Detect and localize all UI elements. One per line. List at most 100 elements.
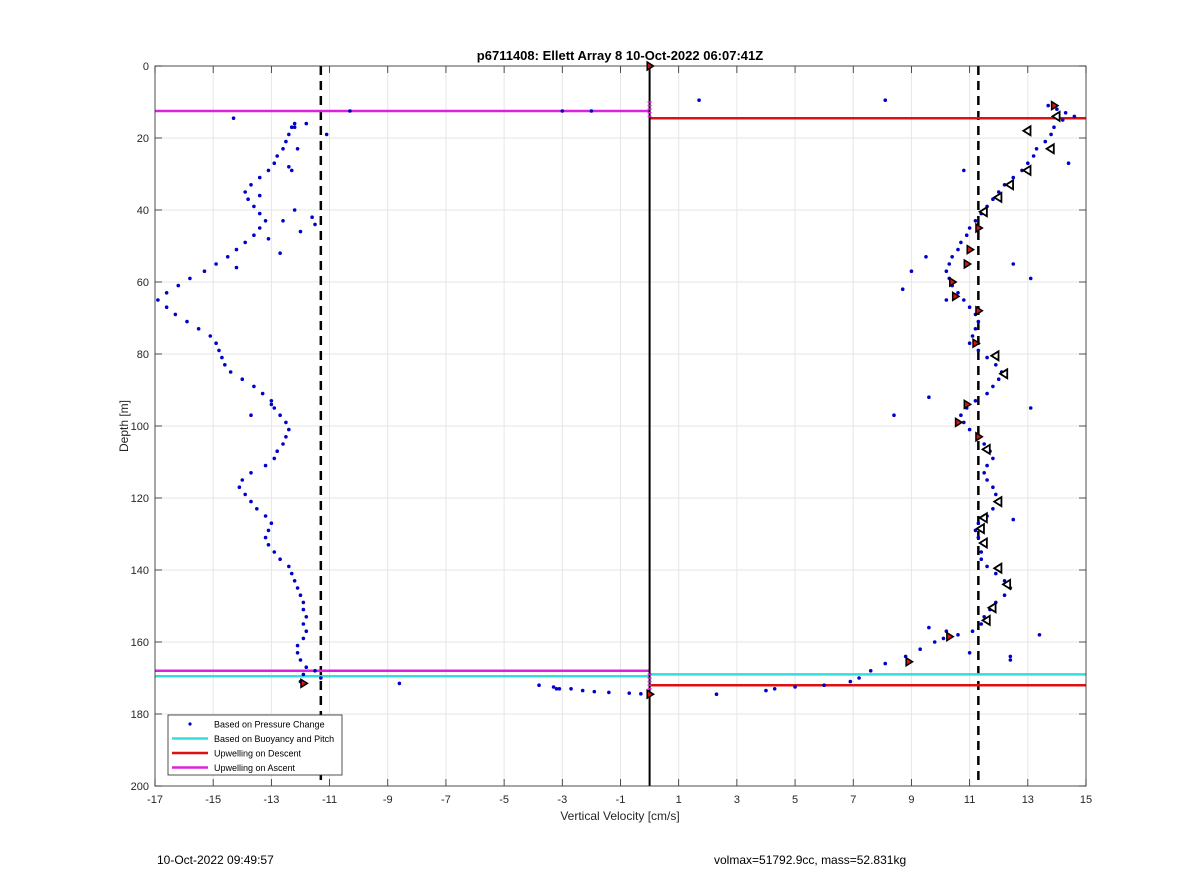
ascent-point <box>228 370 233 374</box>
footer-timestamp: 10-Oct-2022 09:49:57 <box>157 853 274 867</box>
ascent-point <box>304 629 309 633</box>
ascent-point <box>214 262 218 266</box>
buoyancy-marker-filled <box>300 678 309 689</box>
descent-point <box>991 197 995 201</box>
descent-point <box>1011 262 1016 266</box>
descent-point <box>1002 593 1007 597</box>
descent-point <box>970 334 975 338</box>
buoyancy-marker-filled <box>975 431 984 443</box>
ascent-point <box>278 413 282 418</box>
buoyancy-marker-open <box>989 349 1000 362</box>
ascent-point <box>240 377 245 382</box>
descent-point <box>714 692 719 696</box>
descent-point <box>976 521 981 525</box>
x-tick-label: 15 <box>1080 794 1092 806</box>
buoyancy-marker-filled <box>1050 100 1060 111</box>
ascent-point <box>272 406 277 410</box>
descent-point <box>1008 654 1013 659</box>
ascent-point <box>249 471 253 475</box>
descent-point <box>1049 132 1053 137</box>
buoyancy-marker-open <box>1004 178 1014 191</box>
ascent-point <box>278 557 282 561</box>
ascent-point <box>156 298 160 302</box>
ascent-point <box>257 193 262 198</box>
ascent-point <box>324 132 329 137</box>
x-tick-label: 5 <box>792 794 798 806</box>
y-tick-label: 20 <box>137 133 149 145</box>
buoyancy-marker-filled <box>646 688 656 700</box>
descent-point <box>1026 161 1030 165</box>
ascent-point <box>234 247 239 252</box>
y-tick-label: 100 <box>131 421 149 433</box>
buoyancy-marker-open <box>977 511 988 524</box>
x-tick-label: -1 <box>616 794 626 806</box>
descent-point <box>985 355 989 360</box>
ascent-point <box>257 175 262 180</box>
buoyancy-marker-open <box>992 191 1003 204</box>
ascent-point <box>287 165 291 169</box>
descent-point <box>1052 125 1056 129</box>
descent-point <box>927 625 931 630</box>
ascent-point <box>260 391 265 396</box>
x-tick-label: 7 <box>850 794 856 806</box>
ascent-point <box>173 312 178 317</box>
y-tick-label: 120 <box>131 493 149 505</box>
descent-point <box>962 420 966 425</box>
ascent-point <box>188 276 192 281</box>
descent-point <box>848 679 853 684</box>
ascent-point <box>292 121 297 126</box>
ascent-point <box>252 233 256 237</box>
buoyancy-marker-open <box>1050 110 1061 123</box>
descent-point <box>991 456 995 461</box>
descent-point <box>967 427 972 432</box>
ascent-point <box>240 478 245 482</box>
ascent-point <box>269 521 274 525</box>
ascent-point <box>217 348 221 353</box>
ascent-point <box>292 125 297 129</box>
ascent-point <box>289 168 294 173</box>
descent-point <box>772 687 777 691</box>
descent-point <box>1011 517 1016 522</box>
surface-point <box>580 688 585 693</box>
ascent-point <box>304 121 309 126</box>
plot-frame <box>154 65 1087 787</box>
ascent-point <box>281 442 285 446</box>
surface-point <box>557 687 562 691</box>
ascent-point <box>202 269 207 274</box>
descent-point <box>967 651 972 655</box>
descent-point <box>822 683 826 687</box>
legend-swatch-dot <box>188 722 192 726</box>
ascent-point <box>164 305 169 310</box>
descent-point <box>950 254 954 259</box>
ascent-point <box>252 204 256 209</box>
descent-point <box>909 269 914 274</box>
buoyancy-marker-open <box>992 562 1003 575</box>
ascent-point <box>220 355 224 360</box>
buoyancy-marker-filled <box>972 337 981 349</box>
buoyancy-marker-open <box>1021 124 1032 137</box>
legend: Based on Pressure Change Based on Buoyanc… <box>167 714 343 776</box>
descent-point <box>979 557 984 561</box>
descent-point <box>985 564 989 569</box>
ascent-point <box>281 219 285 223</box>
buoyancy-marker-filled <box>975 222 984 234</box>
ascent-point <box>295 651 300 655</box>
descent-point <box>900 287 905 292</box>
ascent-point <box>295 147 300 151</box>
x-tick-label: -3 <box>557 794 567 806</box>
descent-point <box>973 219 978 223</box>
buoyancy-marker-filled <box>951 291 961 302</box>
ascent-point <box>225 254 230 259</box>
descent-point <box>1011 175 1016 180</box>
descent-point <box>857 676 861 680</box>
buoyancy-marker-filled <box>905 656 914 668</box>
ascent-point <box>289 125 294 129</box>
surface-point <box>560 109 565 113</box>
ascent-point <box>313 222 317 227</box>
ascent-point <box>234 265 239 270</box>
x-tick-label: 3 <box>734 794 740 806</box>
buoyancy-marker-filled <box>963 258 973 270</box>
x-tick-label: -7 <box>441 794 451 806</box>
descent-point <box>944 269 949 274</box>
ascent-point <box>164 291 169 295</box>
